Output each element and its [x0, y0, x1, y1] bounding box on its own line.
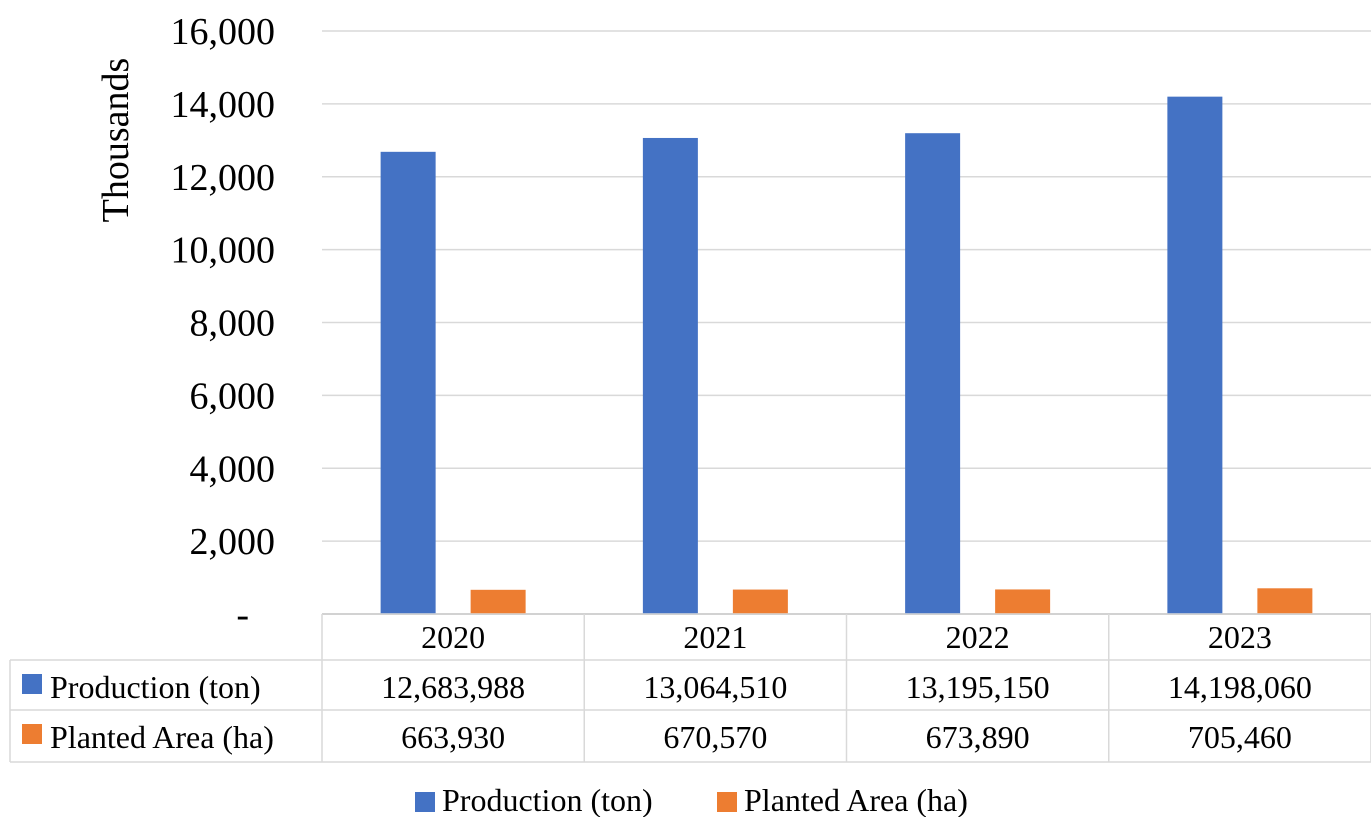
y-tick-label: 10,000: [171, 230, 276, 272]
y-axis: - 2,000 4,000 6,000 8,000 10,000 12,000 14,000 1…: [171, 11, 276, 636]
y-tick-label: 16,000: [171, 11, 276, 53]
y-tick-label: -: [236, 594, 249, 636]
y-tick-label: 2,000: [190, 521, 276, 563]
y-tick-label: 14,000: [171, 84, 276, 126]
bar-production-ton-2020: [380, 151, 436, 614]
y-tick-label: 8,000: [190, 303, 276, 345]
legend-label: Production (ton): [442, 782, 653, 817]
x-tick-label: 2022: [946, 619, 1010, 655]
bar-production-ton-2022: [905, 133, 961, 614]
bar-planted-area-ha-2023: [1257, 588, 1313, 614]
legend-swatch: [415, 792, 435, 812]
data-label: 663,930: [401, 719, 505, 755]
table-row-label: Planted Area (ha): [50, 719, 274, 755]
y-axis-title: Thousands: [95, 58, 137, 223]
data-label: 670,570: [663, 719, 767, 755]
data-label: 12,683,988: [381, 669, 525, 705]
y-tick-label: 4,000: [190, 448, 276, 490]
table-legend-key: [22, 724, 42, 744]
table-legend-key: [22, 674, 42, 694]
bar-planted-area-ha-2020: [470, 589, 526, 614]
legend-label: Planted Area (ha): [744, 782, 968, 817]
bar-production-ton-2023: [1167, 96, 1223, 614]
table-row-label: Production (ton): [50, 669, 261, 705]
bars: [380, 96, 1313, 614]
data-label: 705,460: [1188, 719, 1292, 755]
y-tick-label: 12,000: [171, 157, 276, 199]
data-label: 673,890: [926, 719, 1030, 755]
x-tick-label: 2021: [683, 619, 747, 655]
data-label: 13,064,510: [643, 669, 787, 705]
y-tick-label: 6,000: [190, 375, 276, 417]
bar-planted-area-ha-2022: [995, 589, 1051, 614]
data-label: 14,198,060: [1168, 669, 1312, 705]
data-label: 13,195,150: [906, 669, 1050, 705]
legend-swatch: [717, 792, 737, 812]
x-tick-label: 2023: [1208, 619, 1272, 655]
bar-production-ton-2021: [642, 137, 698, 614]
x-tick-label: 2020: [421, 619, 485, 655]
bar-planted-area-ha-2021: [732, 589, 788, 614]
legend: Production (ton) Planted Area (ha): [415, 782, 968, 817]
data-table: 2020 2021 2022 2023 Production (ton) 12,683,9…: [9, 613, 1371, 763]
